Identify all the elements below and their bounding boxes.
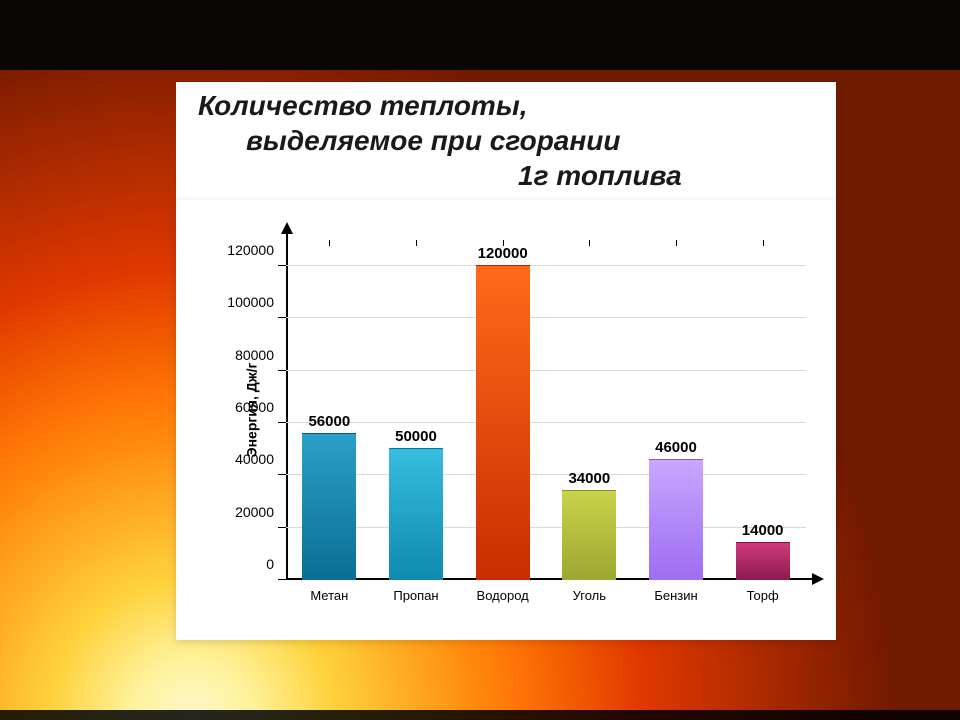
x-tick: [329, 240, 330, 246]
y-tick-label: 20000: [235, 504, 274, 520]
grid-line: [286, 317, 806, 318]
bar-value-label: 34000: [568, 470, 610, 487]
x-tick: [503, 240, 504, 246]
title-line-2: выделяемое при сгорании: [198, 123, 814, 158]
y-tick: [278, 265, 286, 266]
bar: 50000: [389, 448, 443, 580]
bar-wrap: 56000Метан: [302, 240, 356, 580]
x-axis-label: Метан: [310, 588, 348, 603]
bar-value-label: 56000: [308, 413, 350, 430]
bar-wrap: 46000Бензин: [649, 240, 703, 580]
y-tick-label: 60000: [235, 399, 274, 415]
y-tick-label: 120000: [227, 242, 274, 258]
top-band: [0, 0, 960, 70]
bar-value-label: 14000: [742, 522, 784, 539]
x-axis-label: Бензин: [654, 588, 697, 603]
bar: 34000: [562, 490, 616, 580]
title-card: Количество теплоты, выделяемое при сгора…: [176, 82, 836, 200]
bar-wrap: 120000Водород: [476, 240, 530, 580]
x-tick: [416, 240, 417, 246]
bar-value-label: 46000: [655, 439, 697, 456]
bar-value-label: 50000: [395, 428, 437, 445]
y-tick: [278, 579, 286, 580]
bar-wrap: 50000Пропан: [389, 240, 443, 580]
x-axis-arrow-icon: [812, 573, 824, 585]
grid-line: [286, 474, 806, 475]
x-tick: [589, 240, 590, 246]
bar-wrap: 14000Торф: [736, 240, 790, 580]
grid-line: [286, 370, 806, 371]
bar: 56000: [302, 433, 356, 580]
chart-inner: Энергия, Дж/г 02000040000600008000010000…: [186, 210, 826, 630]
grid-line: [286, 265, 806, 266]
bar: 46000: [649, 459, 703, 580]
x-tick: [676, 240, 677, 246]
title-line-3: 1г топлива: [198, 158, 814, 193]
bar: 14000: [736, 542, 790, 580]
y-tick: [278, 474, 286, 475]
x-axis-label: Уголь: [573, 588, 606, 603]
title-line-1: Количество теплоты,: [198, 90, 528, 121]
bar: 120000: [476, 265, 530, 580]
x-axis-label: Пропан: [393, 588, 438, 603]
slide: Количество теплоты, выделяемое при сгора…: [0, 0, 960, 720]
plot-area: Энергия, Дж/г 02000040000600008000010000…: [286, 240, 806, 580]
grid-line: [286, 422, 806, 423]
x-axis-label: Торф: [747, 588, 779, 603]
y-tick-label: 40000: [235, 451, 274, 467]
y-tick: [278, 317, 286, 318]
grid-line: [286, 527, 806, 528]
x-tick: [763, 240, 764, 246]
y-tick: [278, 527, 286, 528]
y-tick: [278, 422, 286, 423]
y-tick: [278, 370, 286, 371]
bottom-strip: [0, 710, 960, 720]
y-axis-arrow-icon: [281, 222, 293, 234]
slide-title: Количество теплоты, выделяемое при сгора…: [198, 88, 814, 193]
y-tick-label: 0: [266, 556, 274, 572]
bar-value-label: 120000: [478, 245, 528, 262]
y-tick-label: 100000: [227, 294, 274, 310]
x-axis-label: Водород: [477, 588, 529, 603]
bar-wrap: 34000Уголь: [562, 240, 616, 580]
y-tick-label: 80000: [235, 347, 274, 363]
chart-card: Энергия, Дж/г 02000040000600008000010000…: [176, 200, 836, 640]
